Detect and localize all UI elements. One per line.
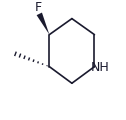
Polygon shape xyxy=(37,13,49,35)
Text: NH: NH xyxy=(90,61,109,74)
Text: F: F xyxy=(35,1,42,14)
